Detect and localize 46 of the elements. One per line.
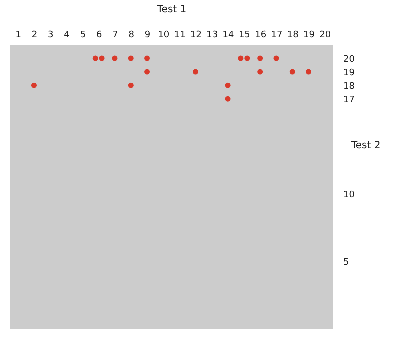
x-tick-label: 14 [222, 30, 235, 40]
x-tick-label: 3 [48, 30, 54, 40]
y-tick-label: 20 [344, 55, 356, 66]
point [112, 56, 118, 62]
y-axis-title: Test 2 [350, 140, 381, 152]
x-tick-label: 18 [287, 30, 300, 40]
x-tick-label: 13 [206, 30, 218, 40]
point [258, 56, 264, 62]
x-tick-label: 19 [304, 30, 316, 40]
point [306, 69, 312, 75]
x-tick-label: 11 [174, 30, 186, 40]
point [128, 82, 134, 88]
y-tick-label: 17 [344, 96, 355, 106]
point [99, 56, 105, 62]
x-tick-label: 4 [64, 30, 70, 40]
x-tick-label: 2 [32, 30, 38, 40]
y-tick-label: 10 [344, 190, 356, 200]
x-tick-label: 7 [112, 30, 118, 40]
point [225, 96, 231, 102]
x-tick-label: 17 [271, 30, 283, 40]
x-tick-label: 9 [144, 30, 151, 40]
point [144, 69, 150, 75]
point [258, 69, 264, 75]
point [225, 82, 231, 88]
point [144, 56, 150, 62]
x-tick-label: 8 [128, 30, 135, 40]
x-tick-label: 10 [158, 30, 170, 40]
x-tick-label: 5 [80, 30, 86, 40]
point [238, 56, 244, 62]
y-tick-label: 18 [344, 82, 356, 92]
point [192, 69, 198, 75]
point [290, 69, 296, 75]
point [92, 56, 98, 62]
x-tick-label: 15 [238, 30, 250, 40]
x-tick-label: 6 [96, 30, 102, 40]
point [244, 56, 250, 62]
y-tick-label: 5 [344, 258, 350, 268]
x-axis-title: Test 1 [156, 4, 187, 16]
x-tick-label: 16 [255, 30, 267, 40]
y-tick-label: 19 [344, 68, 356, 79]
x-tick-label: 12 [190, 30, 202, 40]
point [274, 56, 280, 62]
x-tick-label: 20 [320, 30, 332, 40]
point [31, 82, 37, 88]
point [128, 56, 134, 62]
x-tick-label: 1 [16, 30, 22, 40]
